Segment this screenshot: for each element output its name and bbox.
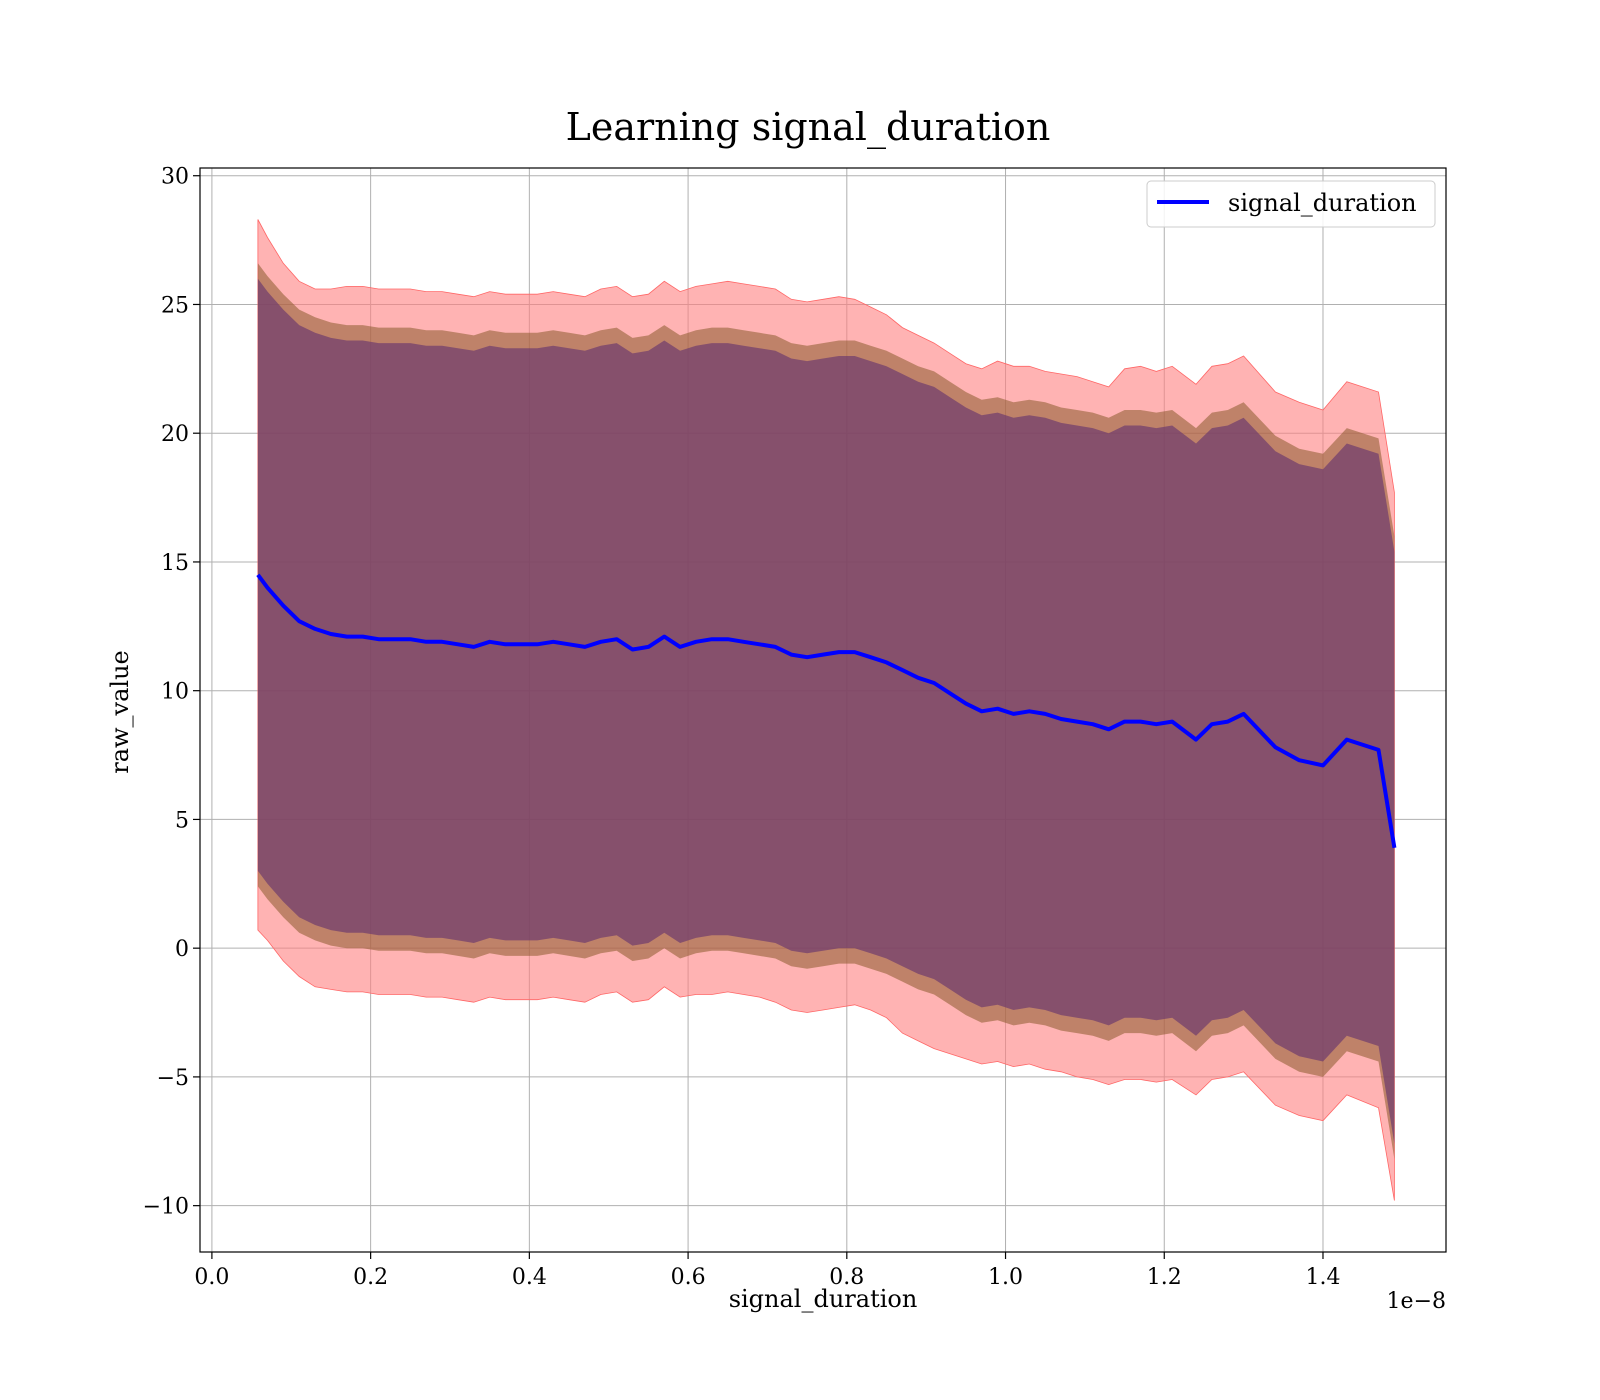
y-tick-label: 5 [175, 808, 189, 833]
x-axis-ticks: 0.0 0.2 0.4 0.6 0.8 1.0 1.2 1.4 [194, 1252, 1340, 1290]
x-tick-label: 1.0 [988, 1265, 1023, 1290]
x-tick-label: 0.0 [194, 1265, 229, 1290]
chart-title: Learning signal_duration [566, 105, 1051, 150]
x-tick-label: 0.4 [512, 1265, 547, 1290]
y-tick-label: 10 [161, 680, 189, 705]
legend-box [1146, 180, 1436, 228]
series-lines [256, 573, 1397, 849]
x-axis-label: signal_duration [729, 1285, 918, 1313]
y-tick-label: 0 [175, 937, 189, 962]
confidence-bands [257, 219, 1395, 1201]
y-tick-label: 30 [161, 165, 189, 190]
y-axis-ticks: −10 −5 0 5 10 15 20 25 30 [143, 165, 200, 1220]
inner-confidence-band [257, 278, 1395, 1144]
y-axis-label: raw_value [106, 650, 134, 774]
y-tick-label: −5 [157, 1066, 189, 1091]
y-tick-label: 25 [161, 293, 189, 318]
x-tick-label: 1.2 [1147, 1265, 1182, 1290]
y-tick-label: 15 [161, 551, 189, 576]
x-tick-label: 1.4 [1305, 1265, 1340, 1290]
x-tick-label: 0.6 [671, 1265, 706, 1290]
y-tick-label: 20 [161, 422, 189, 447]
x-tick-label: 0.8 [829, 1265, 864, 1290]
y-tick-label: −10 [143, 1195, 189, 1220]
series-line-signal-duration [256, 573, 1397, 849]
legend-label-signal-duration: signal_duration [1228, 189, 1417, 217]
x-tick-label: 0.2 [353, 1265, 388, 1290]
plot-area-frame [199, 167, 1447, 1253]
legend: signal_duration [1146, 180, 1436, 228]
x-axis-offset-label: 1e−8 [1387, 1289, 1446, 1314]
